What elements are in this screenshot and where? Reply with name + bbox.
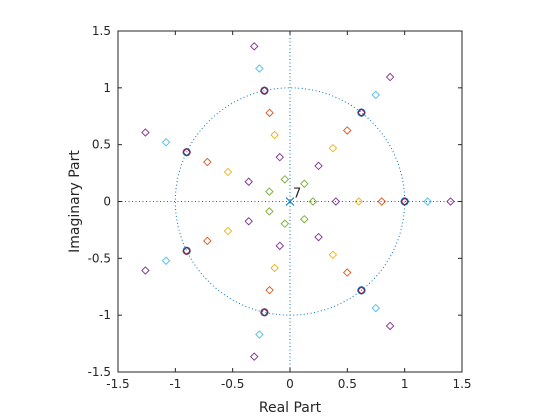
- y-tick-label: 1: [103, 81, 111, 95]
- zero-marker: [371, 303, 381, 313]
- x-tick-label: -1.5: [106, 377, 129, 391]
- zero-marker: [331, 197, 341, 206]
- zero-marker: [141, 128, 150, 137]
- zero-marker: [249, 352, 259, 361]
- y-tick-label: -1.5: [88, 365, 111, 379]
- zero-marker: [244, 217, 253, 226]
- zero-marker: [357, 286, 366, 295]
- x-tick-label: -1: [169, 377, 181, 391]
- zero-marker: [223, 226, 233, 236]
- zero-marker: [357, 108, 366, 117]
- zero-marker: [385, 72, 395, 82]
- zero-marker: [203, 157, 212, 167]
- zero-marker: [260, 308, 269, 317]
- zero-marker: [244, 177, 253, 186]
- zero-marker: [446, 197, 455, 206]
- zero-marker: [260, 86, 269, 95]
- axis-ticks: -1.5 -1 -0.5 0 0.5 1 1.5 -1.5 -1 -0.5 0 0.5 1 1.5: [88, 24, 472, 391]
- zero-marker: [342, 126, 352, 135]
- zero-marker: [377, 197, 386, 206]
- zero-marker: [182, 147, 191, 157]
- zero-marker: [270, 130, 279, 140]
- zero-marker: [314, 161, 323, 171]
- pole-marker: [285, 197, 295, 206]
- zero-marker: [275, 241, 285, 251]
- zero-marker: [371, 90, 381, 100]
- zero-marker: [280, 219, 290, 228]
- zero-marker: [265, 108, 274, 118]
- x-tick-label: 1.5: [452, 377, 471, 391]
- markers: [141, 42, 455, 361]
- y-axis-label: Imaginary Part: [67, 150, 83, 253]
- pole-multiplicity-label: 7: [293, 187, 301, 202]
- zero-marker: [308, 197, 318, 206]
- zero-marker: [255, 64, 264, 73]
- zero-marker: [314, 232, 323, 242]
- zero-marker: [354, 197, 364, 206]
- zero-marker: [255, 330, 264, 339]
- zero-marker: [265, 207, 274, 216]
- plot-area: -1.5 -1 -0.5 0 0.5 1 1.5 -1.5 -1 -0.5 0 0.5 1 1.5: [88, 24, 472, 391]
- zero-marker: [385, 321, 395, 331]
- zero-marker: [265, 187, 274, 196]
- y-tick-label: 0: [103, 195, 111, 209]
- zero-marker: [141, 266, 150, 275]
- zero-marker: [423, 197, 432, 206]
- zero-marker: [249, 42, 259, 51]
- zero-marker: [400, 197, 409, 206]
- unit-circle: [174, 87, 406, 316]
- zero-marker: [280, 175, 290, 184]
- x-tick-label: -0.5: [221, 377, 244, 391]
- x-tick-label: 1: [401, 377, 409, 391]
- zero-marker: [161, 256, 171, 265]
- x-tick-label: 0: [286, 377, 294, 391]
- zero-marker: [270, 263, 279, 273]
- zero-marker: [300, 214, 309, 224]
- y-tick-label: -0.5: [88, 251, 111, 265]
- y-tick-label: 0.5: [92, 138, 111, 152]
- zero-marker: [328, 143, 338, 153]
- y-tick-label: 1.5: [92, 24, 111, 38]
- zero-marker: [300, 179, 309, 189]
- x-tick-label: 0.5: [338, 377, 357, 391]
- zero-marker: [328, 250, 338, 260]
- zero-marker: [223, 167, 233, 177]
- zero-marker: [161, 138, 171, 147]
- zero-marker: [203, 236, 212, 246]
- zero-marker: [342, 268, 352, 277]
- zero-marker: [182, 246, 191, 256]
- zero-marker: [275, 152, 285, 162]
- y-tick-label: -1: [99, 308, 111, 322]
- x-axis-label: Real Part: [259, 400, 322, 416]
- zero-marker: [265, 285, 274, 295]
